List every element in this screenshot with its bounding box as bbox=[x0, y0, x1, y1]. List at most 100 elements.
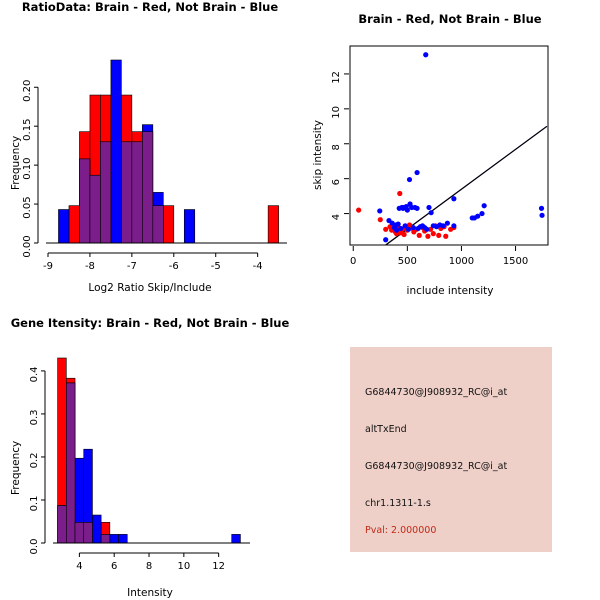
scatter-point-not-brain bbox=[426, 204, 432, 211]
ratio-x-tick-label: -7 bbox=[127, 261, 137, 272]
scatter-point-not-brain bbox=[451, 196, 457, 202]
gene-y-tick-label: 0.3 bbox=[29, 409, 40, 425]
scatter-point-not-brain bbox=[444, 220, 450, 226]
ratio-bar-overlap bbox=[152, 205, 164, 244]
scatter-x-tick-label: 0 bbox=[350, 256, 356, 267]
gene-x-tick-label: 12 bbox=[212, 561, 225, 572]
ratio-bar-brain bbox=[267, 205, 279, 244]
scatter-point-not-brain bbox=[440, 223, 446, 229]
gene-y-tick-label: 0.1 bbox=[29, 496, 40, 512]
ratio-histogram-plot: 0.00 0.05 0.10 0.15 0.20 -9 -8 -7 -6 -5 -4 bbox=[22, 59, 287, 272]
scatter-x-tick-label: 1000 bbox=[449, 256, 474, 267]
ratio-bar-not-brain bbox=[183, 209, 196, 244]
scatter-point-brain bbox=[428, 226, 434, 232]
scatter-point-not-brain bbox=[451, 223, 457, 229]
probe-info-panel: G6844730@J908932_RC@i_at altTxEnd G68447… bbox=[350, 347, 552, 552]
scatter-xlabel: include intensity bbox=[406, 285, 494, 297]
gene-x-tick-label: 10 bbox=[177, 561, 190, 572]
scatter-y-tick-label: 12 bbox=[331, 71, 342, 84]
gene-bar-overlap bbox=[100, 534, 111, 544]
scatter-point-not-brain bbox=[383, 237, 389, 243]
scatter-point-not-brain bbox=[424, 226, 430, 232]
scatter-axes: 0 500 1000 1500 4 6 8 10 12 bbox=[331, 71, 528, 267]
gene-bar-not-brain bbox=[118, 534, 128, 544]
gene-histogram-bars bbox=[57, 357, 241, 544]
scatter-point-brain bbox=[377, 217, 383, 223]
scatter-point-not-brain bbox=[406, 176, 413, 183]
ratio-x-tick-label: -5 bbox=[211, 261, 221, 272]
scatter-point-not-brain bbox=[395, 221, 401, 227]
info-pval: Pval: 2.000000 bbox=[365, 525, 437, 536]
scatter-point-brain bbox=[356, 207, 362, 213]
gene-y-tick-label: 0.2 bbox=[29, 453, 40, 469]
ratio-x-tick-label: -6 bbox=[169, 261, 179, 272]
ratio-x-tick-label: -4 bbox=[253, 261, 263, 272]
scatter-y-tick-label: 4 bbox=[331, 214, 342, 220]
ratio-histogram-axes: 0.00 0.05 0.10 0.15 0.20 -9 -8 -7 -6 -5 -4 bbox=[22, 80, 287, 272]
scatter-point-brain bbox=[430, 231, 436, 237]
scatter-point-not-brain bbox=[398, 225, 404, 232]
scatter-point-brain bbox=[397, 190, 403, 197]
scatter-y-tick-label: 8 bbox=[331, 144, 342, 150]
scatter-point-not-brain bbox=[405, 226, 412, 232]
scatter-point-not-brain bbox=[539, 212, 545, 218]
panel-ratio-histogram: RatioData: Brain - Red, Not Brain - Blue… bbox=[0, 0, 300, 300]
scatter-x-tick-label: 1500 bbox=[503, 256, 528, 267]
ratio-bar-brain bbox=[68, 205, 80, 244]
info-probe-id: G6844730@J908932_RC@i_at bbox=[365, 387, 508, 398]
scatter-point-not-brain bbox=[410, 224, 416, 231]
scatter-point-brain bbox=[425, 233, 431, 239]
ratio-y-tick-label: 0.20 bbox=[22, 80, 33, 102]
scatter-point-not-brain bbox=[414, 169, 420, 176]
panel-scatter: Brain - Red, Not Brain - Blue skip inten… bbox=[300, 0, 600, 300]
scatter-point-not-brain bbox=[428, 210, 434, 216]
scatter-point-not-brain bbox=[402, 223, 408, 229]
gene-bar-not-brain bbox=[92, 514, 102, 544]
scatter-x-tick-label: 500 bbox=[398, 256, 417, 267]
scatter-point-not-brain bbox=[475, 213, 481, 219]
ratio-bar-overlap bbox=[79, 158, 91, 244]
gene-x-tick-label: 8 bbox=[146, 561, 152, 572]
ratio-bar-not-brain bbox=[58, 209, 70, 244]
scatter-title: Brain - Red, Not Brain - Blue bbox=[358, 12, 542, 26]
gene-x-tick-label: 6 bbox=[111, 561, 117, 572]
gene-bar-overlap bbox=[83, 522, 93, 544]
scatter-point-not-brain bbox=[377, 208, 383, 214]
gene-bar-overlap bbox=[74, 522, 85, 544]
ratio-bar-overlap bbox=[121, 141, 133, 244]
scatter-points bbox=[356, 52, 545, 243]
scatter-point-brain bbox=[443, 233, 449, 239]
info-locus: chr1.1311-1.s bbox=[365, 498, 431, 509]
panel-gene-histogram: Gene Itensity: Brain - Red, Not Brain - … bbox=[0, 300, 300, 600]
ratio-bar-not-brain bbox=[110, 59, 122, 244]
scatter-point-brain bbox=[383, 226, 389, 232]
scatter-point-brain bbox=[436, 232, 442, 238]
ratio-y-tick-label: 0.05 bbox=[22, 196, 33, 218]
gene-bar-overlap bbox=[66, 382, 76, 544]
scatter-y-tick-label: 6 bbox=[331, 179, 342, 185]
scatter-point-brain bbox=[406, 222, 413, 228]
ratio-x-tick-label: -8 bbox=[85, 261, 95, 272]
ratio-histogram-title: RatioData: Brain - Red, Not Brain - Blue bbox=[21, 0, 279, 14]
scatter-point-not-brain bbox=[538, 205, 545, 211]
gene-bar-not-brain bbox=[109, 534, 119, 544]
scatter-point-brain bbox=[416, 232, 422, 238]
gene-x-tick-label: 4 bbox=[76, 561, 82, 572]
info-event-type: altTxEnd bbox=[365, 424, 407, 435]
info-probe-id-secondary: G6844730@J908932_RC@i_at bbox=[365, 461, 508, 472]
scatter-frame bbox=[349, 45, 549, 246]
ratio-y-tick-label: 0.15 bbox=[22, 119, 33, 141]
ratio-bar-overlap bbox=[100, 141, 112, 244]
scatter-point-not-brain bbox=[393, 227, 400, 233]
scatter-point-not-brain bbox=[404, 207, 410, 213]
gene-histogram-xlabel: Intensity bbox=[127, 587, 173, 599]
ratio-y-tick-label: 0.00 bbox=[22, 235, 33, 257]
gene-y-tick-label: 0.0 bbox=[29, 539, 40, 555]
ratio-bar-overlap bbox=[131, 141, 143, 244]
ratio-histogram-bars bbox=[58, 59, 279, 244]
scatter-point-not-brain bbox=[481, 203, 487, 209]
gene-bar-overlap bbox=[57, 505, 67, 544]
gene-histogram-plot: 0.0 0.1 0.2 0.3 0.4 4 6 8 10 12 bbox=[29, 357, 250, 572]
scatter-point-not-brain bbox=[479, 210, 485, 217]
